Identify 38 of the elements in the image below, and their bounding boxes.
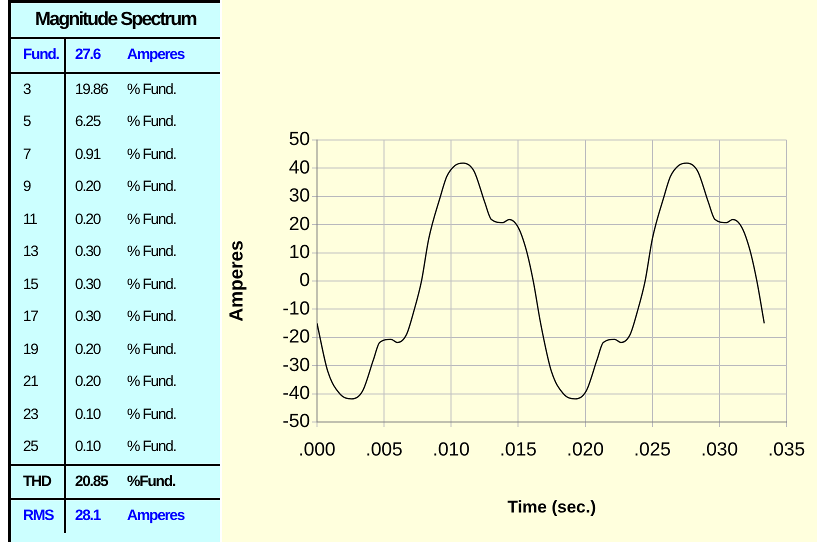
y-tick-label: 50 — [288, 129, 310, 150]
text: Magnitude Spectrum — [11, 3, 220, 39]
y-tick-label: -30 — [282, 354, 310, 376]
y-axis-title: Amperes — [226, 240, 248, 322]
text: 15 0.30 % Fund. — [23, 276, 176, 292]
text: 19 0.20 % Fund. — [23, 340, 176, 358]
x-tick-label: .030 — [700, 440, 738, 461]
x-tick-label: .035 — [768, 440, 805, 461]
x-tick-label: .020 — [566, 440, 604, 461]
line-series — [317, 162, 765, 400]
text: 5 6.25 % Fund. — [23, 113, 176, 130]
text: 17 0.30 % Fund. — [23, 308, 176, 325]
text: Fund. 27.6 Amperes — [23, 46, 184, 63]
text: 3 19.86 % Fund. — [23, 80, 176, 98]
y-tick-label: -40 — [282, 383, 310, 404]
y-tick-label: -20 — [282, 326, 310, 348]
text: 25 0.10 % Fund. — [23, 438, 176, 455]
x-tick-label: .005 — [366, 440, 403, 461]
x-tick-label: .015 — [500, 440, 537, 461]
text: 21 0.20 % Fund. — [23, 373, 176, 390]
x-tick-label: .010 — [432, 440, 470, 461]
text: 13 0.30 % Fund. — [23, 243, 176, 260]
text: 9 0.20 % Fund. — [23, 178, 176, 195]
text: 11 0.20 % Fund. — [23, 210, 176, 228]
text: THD 20.85 %Fund. — [23, 472, 176, 490]
text: RMS 28.1 Amperes — [23, 507, 184, 524]
y-tick-label: -50 — [282, 411, 310, 432]
y-tick-label: 30 — [288, 186, 310, 207]
x-tick-label: .025 — [634, 440, 671, 461]
x-tick-label: .000 — [298, 440, 336, 461]
text: 23 0.10 % Fund. — [23, 406, 176, 422]
text: 7 0.91 % Fund. — [23, 146, 176, 162]
y-tick-label: 0 — [299, 270, 310, 292]
y-tick-label: 40 — [288, 157, 310, 178]
x-axis-title: Time (sec.) — [507, 497, 596, 516]
y-tick-label: -10 — [282, 298, 310, 320]
y-tick-label: 10 — [288, 242, 310, 264]
y-tick-label: 20 — [288, 214, 310, 235]
